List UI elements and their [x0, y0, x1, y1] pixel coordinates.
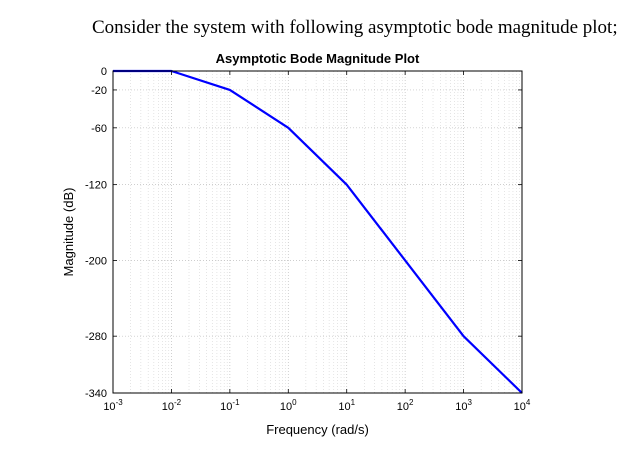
y-tick-label: -60: [91, 123, 107, 135]
question-text: Consider the system with following asymp…: [92, 17, 618, 38]
y-tick-label: -120: [85, 180, 107, 192]
grid: [112, 70, 523, 394]
x-tick-label: 10-1: [220, 398, 240, 413]
plot-frame: [112, 70, 523, 394]
y-tick-label: -340: [85, 388, 107, 400]
x-tick-label: 101: [338, 398, 355, 413]
y-tick-label: -20: [91, 85, 107, 97]
x-tick-label: 103: [455, 398, 472, 413]
y-tick-label: -280: [85, 331, 107, 343]
x-tick-label: 10-3: [103, 398, 123, 413]
y-axis-label: Magnitude (dB): [61, 188, 76, 277]
x-tick-label: 102: [397, 398, 414, 413]
x-axis-label: Frequency (rad/s): [266, 422, 369, 437]
x-tick-label: 100: [280, 398, 297, 413]
x-tick-label: 10-2: [162, 398, 182, 413]
ticks: 10-3 10-2 10-1 100 101 102 103 104 0 -20 -60 -120 -2…: [85, 66, 531, 413]
x-tick-label: 104: [514, 398, 531, 413]
y-tick-label: -200: [85, 255, 107, 267]
chart-title: Asymptotic Bode Magnitude Plot: [216, 51, 420, 66]
y-tick-label: 0: [101, 66, 107, 78]
